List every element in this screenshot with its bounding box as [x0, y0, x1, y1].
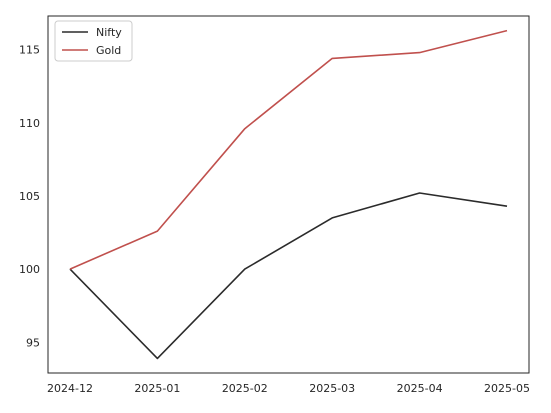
series-lines [69, 29, 508, 360]
series-line-nifty [69, 192, 508, 360]
y-tick-label: 100 [19, 263, 40, 276]
legend-box [54, 20, 133, 62]
legend: Nifty Gold [54, 20, 133, 62]
x-tick-label: 2025-04 [397, 382, 443, 395]
x-tick-label: 2025-01 [134, 382, 180, 395]
x-tick-label: 2025-03 [309, 382, 355, 395]
y-tick-label: 95 [26, 336, 40, 349]
y-tick-label: 115 [19, 44, 40, 57]
x-tick-label: 2025-02 [222, 382, 268, 395]
x-tick-label: 2024-12 [47, 382, 93, 395]
x-axis: 2024-12 2025-01 2025-02 2025-03 2025-04 2025-… [47, 382, 530, 395]
plot-area [47, 15, 530, 374]
series-line-gold [69, 29, 508, 270]
y-tick-label: 110 [19, 117, 40, 130]
y-tick-label: 105 [19, 190, 40, 203]
legend-label-nifty: Nifty [96, 26, 122, 39]
x-tick-label: 2025-05 [484, 382, 530, 395]
y-axis: 95 100 105 110 115 [19, 44, 40, 350]
legend-label-gold: Gold [96, 44, 121, 57]
